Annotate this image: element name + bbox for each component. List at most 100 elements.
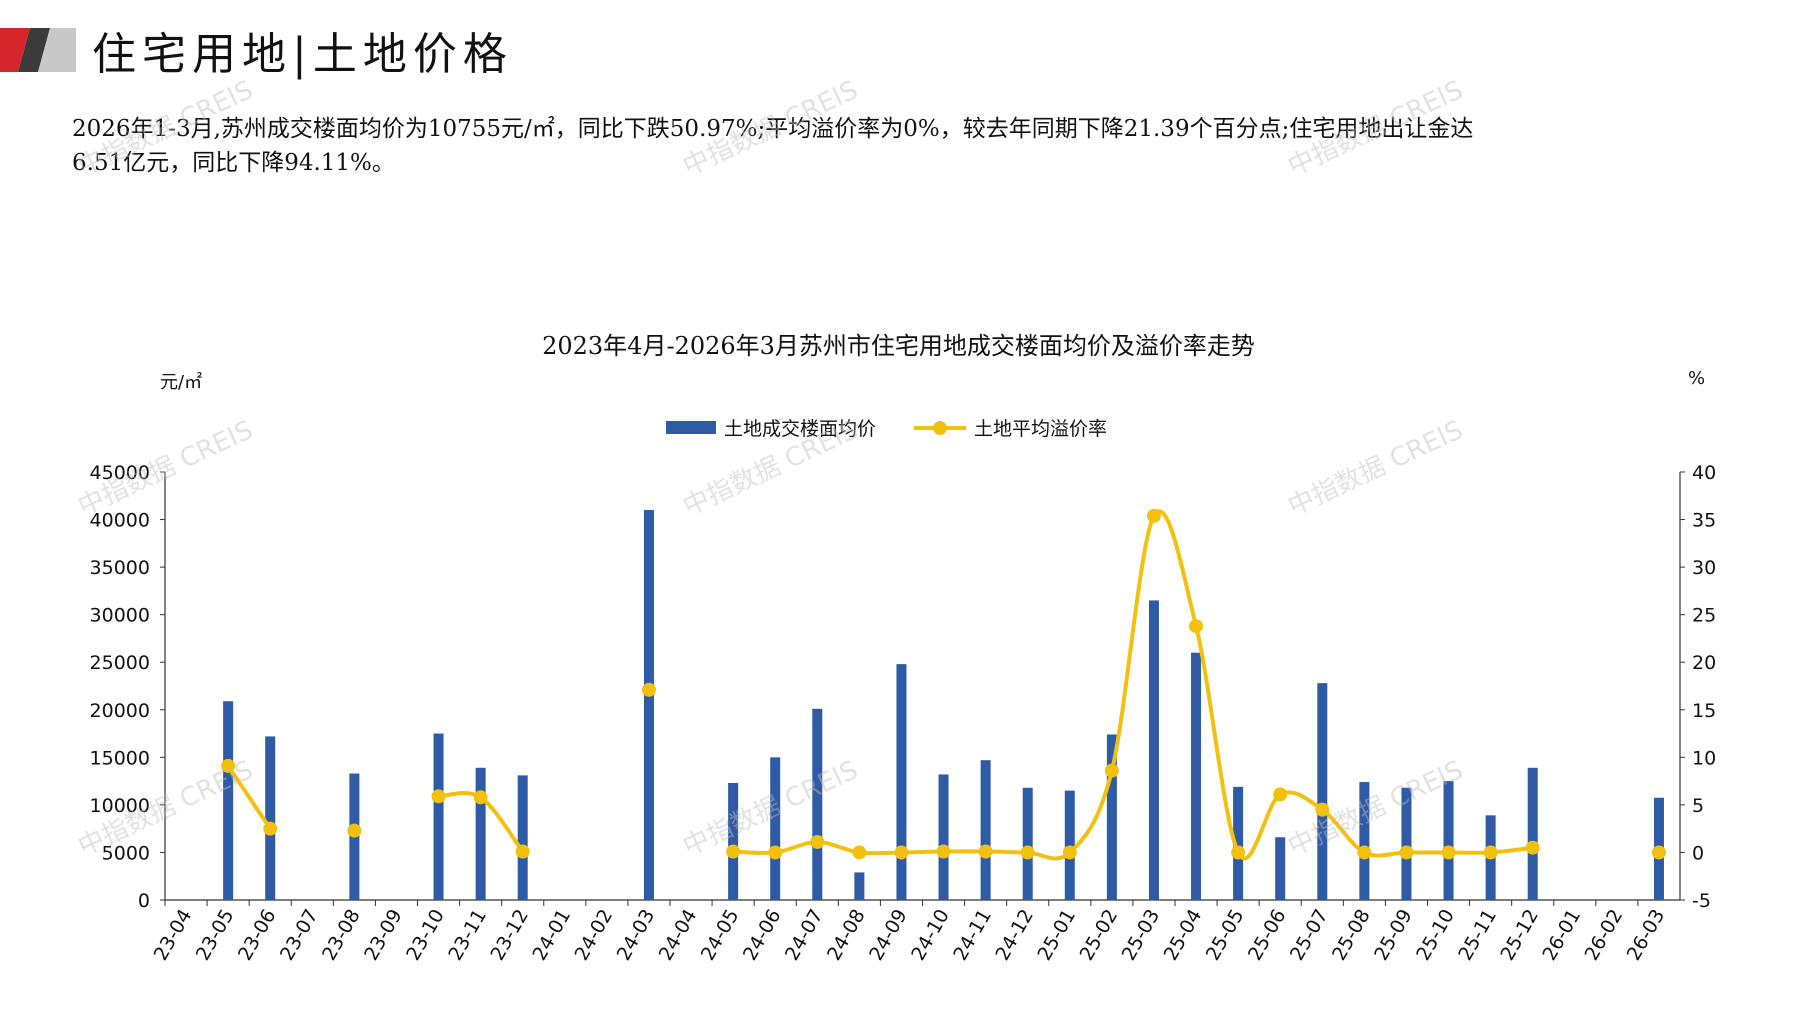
left-y-tick-label: 35000 [90,557,150,579]
x-tick-label: 25-12 [1496,906,1543,965]
point-premium-rate [1062,845,1077,860]
point-premium-rate [641,682,656,697]
point-premium-rate [221,758,236,773]
x-tick-label: 26-02 [1581,906,1628,965]
bar-price [517,775,528,900]
point-premium-rate [347,823,362,838]
x-tick-label: 25-06 [1244,906,1291,965]
bar-price [1527,767,1538,900]
x-tick-label: 25-01 [1033,906,1080,965]
left-y-tick-label: 10000 [90,795,150,817]
x-tick-label: 24-07 [781,906,828,965]
x-tick-label: 23-09 [360,906,407,965]
right-y-tick-label: -5 [1692,890,1711,912]
legend-label-price: 土地成交楼面均价 [724,418,877,440]
x-tick-label: 25-09 [1370,906,1417,965]
bar-price [223,701,234,900]
bar-price [1317,683,1328,900]
bar-price [1022,787,1033,900]
right-y-tick-label: 10 [1692,747,1716,769]
point-premium-rate [1651,845,1666,860]
point-premium-rate [1315,802,1330,817]
right-y-tick-label: 30 [1692,557,1716,579]
x-tick-label: 23-11 [444,906,491,965]
bar-price [1359,782,1370,900]
bar-price [896,664,907,900]
legend-item-price: 土地成交楼面均价 [666,414,876,441]
right-y-tick-label: 0 [1692,842,1704,864]
right-axis-unit: % [1688,368,1706,389]
creis-logo [0,28,76,72]
point-premium-rate [1231,845,1246,860]
left-y-tick-label: 45000 [90,462,150,484]
x-tick-label: 25-03 [1118,906,1165,965]
x-tick-label: 25-11 [1454,906,1501,965]
point-premium-rate [1189,619,1204,634]
legend-label-premium: 土地平均溢价率 [974,418,1108,440]
x-tick-label: 24-01 [528,906,575,965]
bar-price [1233,786,1244,900]
bar-price [812,708,823,900]
point-premium-rate [894,845,909,860]
right-y-tick-label: 15 [1692,700,1716,722]
x-tick-label: 25-07 [1286,906,1333,965]
right-y-tick-label: 25 [1692,605,1716,627]
point-premium-rate [852,845,867,860]
bar-price [770,757,781,900]
legend-bar-swatch [666,421,716,434]
bar-price [265,736,276,900]
x-tick-label: 26-01 [1538,906,1585,965]
x-tick-label: 23-05 [192,906,239,965]
bar-price [433,733,444,900]
x-tick-label: 26-03 [1623,906,1670,965]
left-y-tick-label: 40000 [90,510,150,532]
bar-price [1191,652,1202,900]
point-premium-rate [431,789,446,804]
x-tick-label: 24-02 [571,906,618,965]
chart-title: 2023年4月-2026年3月苏州市住宅用地成交楼面均价及溢价率走势 [542,332,1255,360]
point-premium-rate [1399,845,1414,860]
chart-legend: 土地成交楼面均价 土地平均溢价率 [666,414,1145,441]
x-tick-label: 25-10 [1412,906,1459,965]
point-premium-rate [1273,787,1288,802]
x-tick-label: 25-05 [1202,906,1249,965]
x-tick-label: 25-08 [1328,906,1375,965]
point-premium-rate [1525,840,1540,855]
x-tick-label: 24-04 [655,906,702,965]
bar-price [728,783,739,900]
left-y-tick-label: 20000 [90,700,150,722]
x-tick-label: 24-05 [697,906,744,965]
point-premium-rate [1020,845,1035,860]
point-premium-rate [726,844,741,859]
x-tick-label: 24-08 [823,906,870,965]
point-premium-rate [1483,845,1498,860]
x-tick-label: 24-12 [991,906,1038,965]
x-tick-label: 23-06 [234,906,281,965]
point-premium-rate [936,844,951,859]
bar-price [1401,787,1412,900]
bar-price [1148,600,1159,900]
x-tick-label: 23-08 [318,906,365,965]
x-tick-label: 25-04 [1160,906,1207,965]
bar-price [1064,790,1075,900]
bar-price [1275,837,1286,900]
summary-text: 2026年1-3月,苏州成交楼面均价为10755元/㎡，同比下跌50.97%;平… [72,112,1722,180]
right-y-tick-label: 40 [1692,462,1716,484]
x-tick-label: 23-04 [150,906,197,965]
legend-line-swatch [914,420,967,435]
point-premium-rate [1441,845,1456,860]
x-tick-label: 23-12 [486,906,533,965]
point-premium-rate [263,821,278,836]
point-premium-rate [1357,845,1372,860]
point-premium-rate [1146,508,1161,523]
bar-price [980,760,991,900]
left-y-tick-label: 25000 [90,652,150,674]
bar-price [475,767,486,900]
left-y-tick-label: 0 [138,890,150,912]
x-tick-label: 25-02 [1076,906,1123,965]
left-axis-unit: 元/㎡ [160,372,203,393]
point-premium-rate [810,834,825,849]
x-tick-label: 23-07 [276,906,323,965]
summary-line-2: 6.51亿元，同比下降94.11%。 [72,150,395,176]
